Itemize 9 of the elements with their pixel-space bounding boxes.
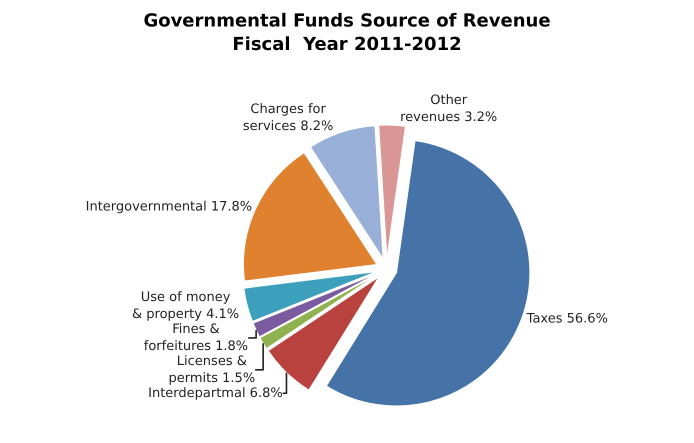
slice-label: Licenses & permits 1.5% xyxy=(168,354,256,386)
slice-label: Other revenues 3.2% xyxy=(400,93,498,126)
slice-label: Use of money & property 4.1% xyxy=(132,290,240,322)
slice-label: Intergovernmental 17.8% xyxy=(86,199,252,214)
chart-title: Governmental Funds Source of Revenue Fiscal Year 2011-2012 xyxy=(143,10,551,55)
slice-label: Fines & forfeitures 1.8% xyxy=(144,322,248,354)
slice-label: Taxes 56.6% xyxy=(526,311,608,326)
slice-label: Charges for services 8.2% xyxy=(242,102,334,134)
slice-label: Interdepartmal 6.8% xyxy=(148,386,283,401)
